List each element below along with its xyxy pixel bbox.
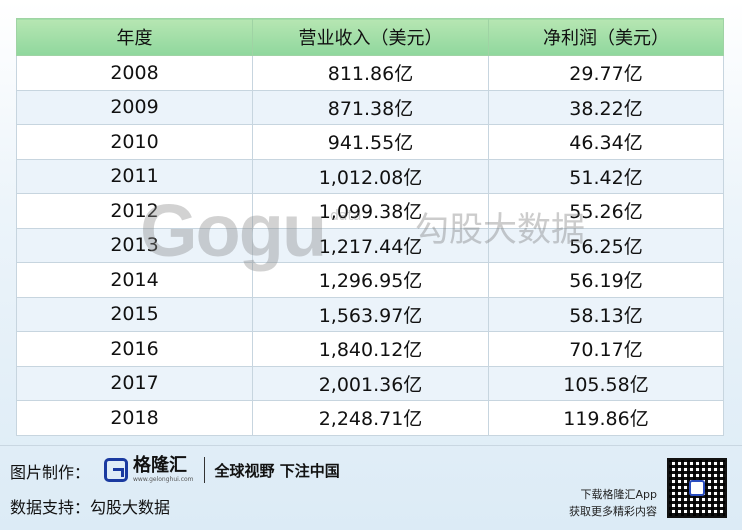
cell-net-profit: 46.34亿 [488, 124, 724, 160]
cell-net-profit: 105.58亿 [488, 365, 724, 401]
cell-revenue: 1,217.44亿 [252, 227, 489, 263]
cell-revenue: 2,248.71亿 [252, 400, 489, 436]
table-row: 2018 2,248.71亿 119.86亿 [16, 400, 724, 436]
table-row: 2009 871.38亿 38.22亿 [16, 89, 724, 125]
cell-revenue: 871.38亿 [252, 89, 489, 125]
footer-divider [0, 445, 742, 446]
cell-revenue: 1,840.12亿 [252, 331, 489, 367]
table-row: 2010 941.55亿 46.34亿 [16, 124, 724, 160]
cell-revenue: 2,001.36亿 [252, 365, 489, 401]
cell-year: 2012 [16, 193, 253, 229]
cell-net-profit: 58.13亿 [488, 296, 724, 332]
table-row: 2012 1,099.38亿 55.26亿 [16, 193, 724, 229]
qr-code-icon [667, 458, 727, 518]
cell-year: 2016 [16, 331, 253, 367]
header-net-profit: 净利润（美元） [488, 18, 724, 56]
table-body: 2008 811.86亿 29.77亿 2009 871.38亿 38.22亿 … [16, 55, 724, 436]
table-row: 2014 1,296.95亿 56.19亿 [16, 262, 724, 298]
table-row: 2017 2,001.36亿 105.58亿 [16, 365, 724, 401]
financial-table: 年度 营业收入（美元） 净利润（美元） 2008 811.86亿 29.77亿 … [16, 18, 724, 436]
cell-net-profit: 51.42亿 [488, 158, 724, 194]
data-support-value: 勾股大数据 [90, 498, 171, 517]
brand-logo-icon [104, 458, 128, 482]
table-row: 2016 1,840.12亿 70.17亿 [16, 331, 724, 367]
cell-year: 2015 [16, 296, 253, 332]
brand-separator [203, 457, 205, 483]
promo-line-1: 下载格隆汇App [580, 488, 658, 501]
cell-net-profit: 56.19亿 [488, 262, 724, 298]
cell-net-profit: 38.22亿 [488, 89, 724, 125]
cell-revenue: 1,012.08亿 [252, 158, 489, 194]
cell-year: 2018 [16, 400, 253, 436]
brand-name: 格隆汇 [133, 455, 187, 476]
header-revenue: 营业收入（美元） [252, 18, 489, 56]
cell-net-profit: 29.77亿 [488, 55, 724, 91]
qr-center-logo-icon [689, 480, 705, 496]
table-row: 2015 1,563.97亿 58.13亿 [16, 296, 724, 332]
cell-year: 2010 [16, 124, 253, 160]
table-row: 2008 811.86亿 29.77亿 [16, 55, 724, 91]
cell-net-profit: 119.86亿 [488, 400, 724, 436]
image-credit-label: 图片制作： [10, 463, 91, 482]
table-row: 2013 1,217.44亿 56.25亿 [16, 227, 724, 263]
cell-year: 2014 [16, 262, 253, 298]
cell-year: 2009 [16, 89, 253, 125]
brand-url: www.gelonghui.com [133, 476, 194, 483]
cell-year: 2011 [16, 158, 253, 194]
cell-year: 2008 [16, 55, 253, 91]
financial-table-container: 年度 营业收入（美元） 净利润（美元） 2008 811.86亿 29.77亿 … [16, 18, 724, 436]
cell-revenue: 941.55亿 [252, 124, 489, 160]
cell-revenue: 1,563.97亿 [252, 296, 489, 332]
cell-year: 2017 [16, 365, 253, 401]
cell-net-profit: 55.26亿 [488, 193, 724, 229]
cell-revenue: 1,099.38亿 [252, 193, 489, 229]
promo-line-2: 获取更多精彩内容 [569, 505, 657, 518]
header-year: 年度 [16, 18, 253, 56]
cell-revenue: 811.86亿 [252, 55, 489, 91]
brand-text: 格隆汇 www.gelonghui.com [133, 457, 194, 483]
cell-year: 2013 [16, 227, 253, 263]
table-row: 2011 1,012.08亿 51.42亿 [16, 158, 724, 194]
data-support-label: 数据支持： [10, 498, 91, 517]
data-support: 数据支持：勾股大数据 [10, 494, 170, 518]
brand-slogan: 全球视野 下注中国 [214, 461, 340, 480]
cell-revenue: 1,296.95亿 [252, 262, 489, 298]
cell-net-profit: 56.25亿 [488, 227, 724, 263]
app-promo: 下载格隆汇App 获取更多精彩内容 [569, 486, 657, 520]
table-header-row: 年度 营业收入（美元） 净利润（美元） [16, 18, 724, 56]
cell-net-profit: 70.17亿 [488, 331, 724, 367]
brand-block: 格隆汇 www.gelonghui.com 全球视野 下注中国 [104, 452, 340, 488]
